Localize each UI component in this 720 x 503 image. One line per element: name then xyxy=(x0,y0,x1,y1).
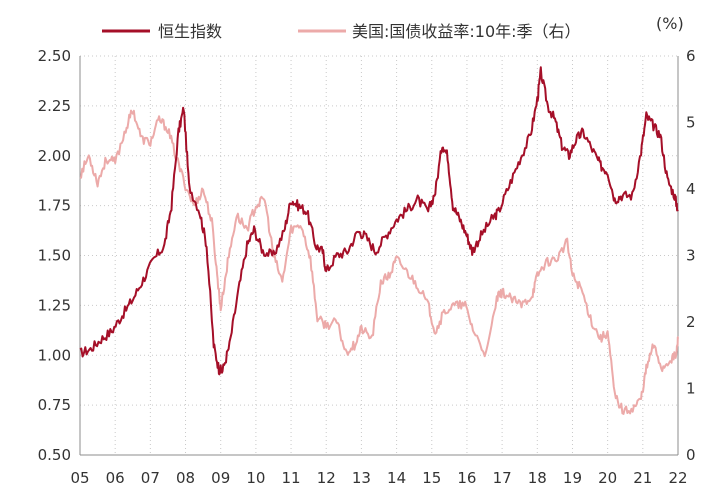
y-left-tick-label: 2.25 xyxy=(38,97,71,115)
y-left-tick-label: 2.50 xyxy=(38,47,71,65)
y-left-tick-label: 0.75 xyxy=(38,396,71,414)
x-tick-label: 13 xyxy=(352,469,371,487)
x-tick-label: 14 xyxy=(387,469,406,487)
y-right-tick-label: 1 xyxy=(686,380,696,398)
y-left-tick-label: 0.50 xyxy=(38,446,71,464)
x-tick-label: 12 xyxy=(317,469,336,487)
x-tick-label: 05 xyxy=(70,469,89,487)
x-tick-label: 20 xyxy=(598,469,617,487)
y-left-tick-label: 1.25 xyxy=(38,296,71,314)
x-tick-label: 16 xyxy=(457,469,476,487)
x-tick-label: 18 xyxy=(528,469,547,487)
y-left-tick-label: 1.75 xyxy=(38,197,71,215)
y-right-tick-label: 2 xyxy=(686,313,696,331)
x-tick-label: 15 xyxy=(422,469,441,487)
y-left-tick-label: 2.00 xyxy=(38,147,71,165)
legend-label-us10y: 美国:国债收益率:10年:季（右） xyxy=(352,22,581,41)
series-lines xyxy=(79,66,679,415)
y-right-tick-label: 0 xyxy=(686,446,696,464)
series-line-hsi xyxy=(79,66,679,376)
series-line-us10y xyxy=(79,109,679,415)
x-tick-label: 22 xyxy=(668,469,687,487)
y-right-tick-label: 4 xyxy=(686,180,696,198)
y-right-tick-label: 3 xyxy=(686,247,696,265)
y-left-tick-label: 1.00 xyxy=(38,346,71,364)
y-left-tick-label: 1.50 xyxy=(38,247,71,265)
axes xyxy=(79,56,679,456)
x-tick-label: 07 xyxy=(141,469,160,487)
x-tick-label: 17 xyxy=(493,469,512,487)
x-tick-label: 09 xyxy=(211,469,230,487)
x-tick-label: 21 xyxy=(633,469,652,487)
x-tick-label: 10 xyxy=(246,469,265,487)
x-tick-label: 08 xyxy=(176,469,195,487)
right-axis-unit: (%) xyxy=(656,14,684,33)
legend: 恒生指数 美国:国债收益率:10年:季（右） xyxy=(102,22,581,41)
x-tick-label: 06 xyxy=(106,469,125,487)
x-tick-label: 19 xyxy=(563,469,582,487)
y-right-tick-label: 6 xyxy=(686,47,696,65)
tick-labels: 0.500.751.001.251.501.752.002.252.500123… xyxy=(38,47,696,487)
y-right-tick-label: 5 xyxy=(686,114,696,132)
legend-label-hsi: 恒生指数 xyxy=(158,22,222,41)
x-tick-label: 11 xyxy=(282,469,301,487)
gridlines xyxy=(80,55,678,455)
